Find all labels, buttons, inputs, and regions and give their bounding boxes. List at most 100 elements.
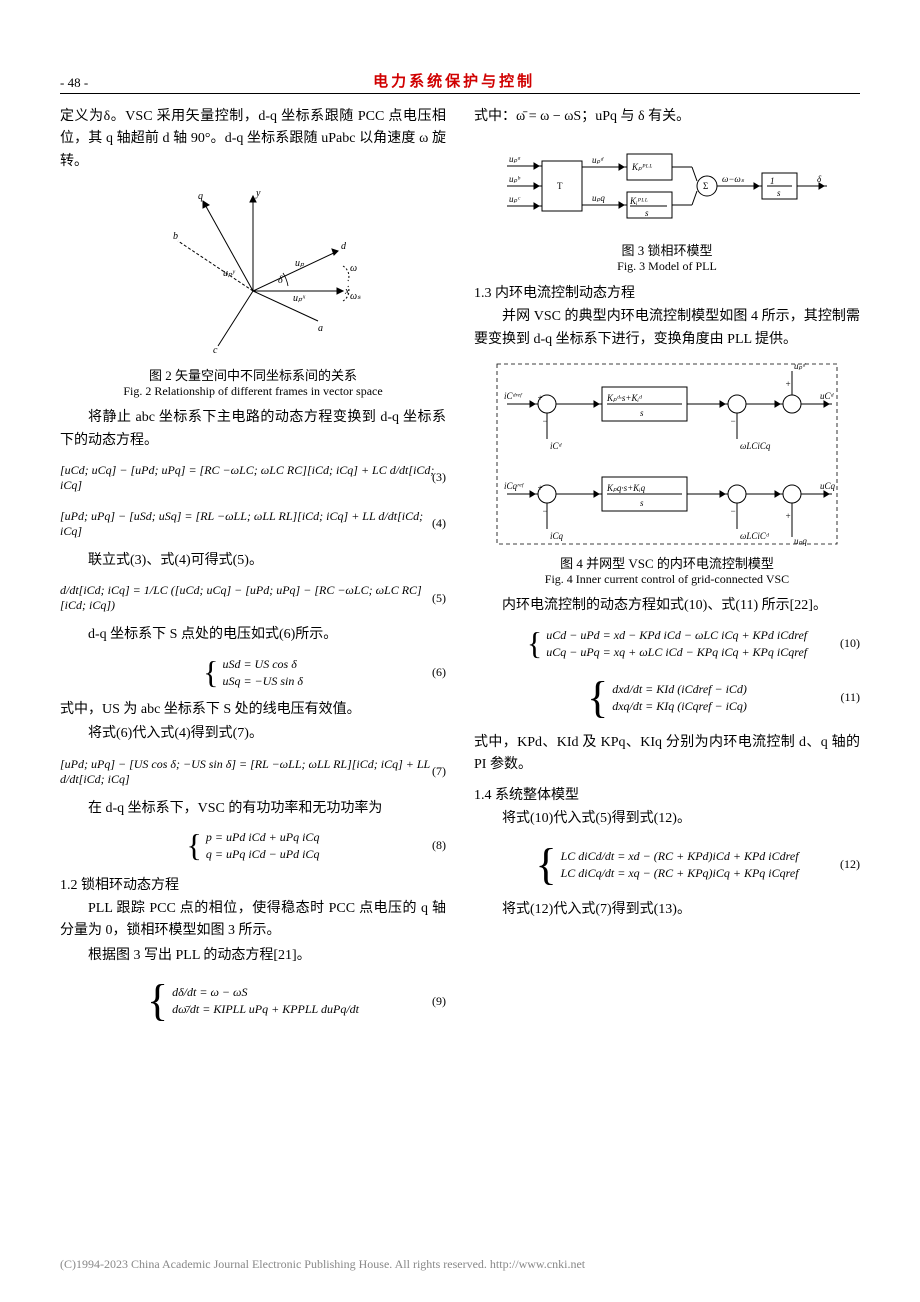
fig3-caption-en: Fig. 3 Model of PLL <box>474 259 860 274</box>
svg-text:T: T <box>557 181 563 191</box>
eq7-num: (7) <box>432 764 446 779</box>
svg-text:Kₚᴾᴸᴸ: Kₚᴾᴸᴸ <box>631 162 653 172</box>
svg-text:+: + <box>785 379 791 389</box>
equation-6: { uSd = US cos δ uSq = −US sin δ (6) <box>60 653 446 693</box>
svg-text:uₚ: uₚ <box>295 258 305 269</box>
eq6-line2: uSq = −US sin δ <box>222 674 302 689</box>
eq10-num: (10) <box>840 636 860 651</box>
two-column-layout: 定义为δ。VSC 采用矢量控制，d-q 坐标系跟随 PCC 点电压相位，其 q … <box>60 106 860 1035</box>
inner-current-control-diagram: iCᵈʳᵉᶠ+− iCᵈ Kₚᵈ·s+Kᵢᵈs −ωLCiCq +uₚᵈ uCᵈ… <box>492 359 842 549</box>
svg-text:uₚᵈ: uₚᵈ <box>794 361 806 371</box>
svg-text:s: s <box>640 408 644 418</box>
fig3-caption-cn: 图 3 锁相环模型 <box>474 240 860 259</box>
svg-text:s: s <box>640 498 644 508</box>
para-pll2: 根据图 3 写出 PLL 的动态方程[21]。 <box>60 945 446 967</box>
svg-text:Kₚᵈ·s+Kᵢᵈ: Kₚᵈ·s+Kᵢᵈ <box>606 393 643 403</box>
svg-text:uₚˣ: uₚˣ <box>293 293 306 304</box>
svg-text:Σ: Σ <box>703 181 708 191</box>
svg-text:−: − <box>542 506 548 516</box>
svg-text:iCq: iCq <box>550 531 564 541</box>
figure-3: uₚᵃ uₚᵇ uₚᶜ T uₚᵈ uₚq Kₚᴾᴸᴸ Kᵢᴾᴸᴸ s Σ ω−ωₛ 1… <box>474 136 860 236</box>
vector-frame-diagram: qy bd ωωₛ xδ ac uₚ uₚʸ uₚˣ <box>143 181 363 361</box>
svg-text:d: d <box>341 241 347 252</box>
svg-text:ω: ω <box>350 263 357 274</box>
eq7-body: [uPd; uPq] − [US cos δ; −US sin δ] = [RL… <box>60 757 446 787</box>
svg-text:Kᵢᴾᴸᴸ: Kᵢᴾᴸᴸ <box>629 196 649 206</box>
para-eq10-intro: 内环电流控制的动态方程如式(10)、式(11) 所示[22]。 <box>474 595 860 617</box>
page-footer: (C)1994-2023 China Academic Journal Elec… <box>60 1257 860 1272</box>
eq4-body: [uPd; uPq] − [uSd; uSq] = [RL −ωLL; ωLL … <box>60 509 446 539</box>
svg-text:iCqʳᵉᶠ: iCqʳᵉᶠ <box>504 481 524 491</box>
eq8-num: (8) <box>432 838 446 853</box>
svg-text:uₚᶜ: uₚᶜ <box>509 194 520 204</box>
equation-10: { uCd − uPd = xd − KPd iCd − ωLC iCq + K… <box>474 624 860 664</box>
page-number: - 48 - <box>60 75 88 91</box>
equation-3: [uCd; uCq] − [uPd; uPq] = [RC −ωLC; ωLC … <box>60 458 446 498</box>
svg-text:uₚᵃ: uₚᵃ <box>509 154 521 164</box>
svg-text:s: s <box>777 188 781 198</box>
fig4-caption-en: Fig. 4 Inner current control of grid-con… <box>474 572 860 587</box>
svg-text:−: − <box>730 416 736 426</box>
equation-5: d/dt[iCd; iCq] = 1/LC ([uCd; uCq] − [uPd… <box>60 578 446 618</box>
equation-9: { dδ/dt = ω − ωS dω̄/dt = KIPLL uPq + KP… <box>60 973 446 1029</box>
svg-text:ωLCiCq: ωLCiCq <box>740 441 771 451</box>
eq12-line2: LC diCq/dt = xq − (RC + KPq)iCq + KPq iC… <box>561 866 799 881</box>
eq6-num: (6) <box>432 665 446 680</box>
eq6-line1: uSd = US cos δ <box>222 657 302 672</box>
eq10-line1: uCd − uPd = xd − KPd iCd − ωLC iCq + KPd… <box>546 628 807 643</box>
svg-text:iCᵈʳᵉᶠ: iCᵈʳᵉᶠ <box>504 391 523 401</box>
eq4-num: (4) <box>432 516 446 531</box>
svg-text:s: s <box>645 208 649 218</box>
para-pll1: PLL 跟踪 PCC 点的相位，使得稳态时 PCC 点电压的 q 轴分量为 0，… <box>60 898 446 943</box>
svg-text:−: − <box>730 506 736 516</box>
svg-text:Kₚq·s+Kᵢq: Kₚq·s+Kᵢq <box>606 483 646 493</box>
svg-text:uₚq: uₚq <box>592 193 605 203</box>
svg-text:c: c <box>213 345 218 356</box>
para-eq7-intro: 将式(6)代入式(4)得到式(7)。 <box>60 723 446 745</box>
para-1-4-intro: 将式(10)代入式(5)得到式(12)。 <box>474 808 860 830</box>
eq3-num: (3) <box>432 470 446 485</box>
para-eq6-intro: d-q 坐标系下 S 点处的电压如式(6)所示。 <box>60 624 446 646</box>
equation-8: { p = uPd iCd + uPq iCq q = uPq iCd − uP… <box>60 826 446 866</box>
svg-text:+: + <box>537 393 543 403</box>
section-1-4: 1.4 系统整体模型 <box>474 784 860 804</box>
eq11-num: (11) <box>840 690 860 705</box>
svg-text:uCᵈ: uCᵈ <box>820 391 835 401</box>
svg-text:1: 1 <box>770 176 775 186</box>
svg-text:−: − <box>542 416 548 426</box>
svg-text:b: b <box>173 231 178 242</box>
svg-text:uCq: uCq <box>820 481 836 491</box>
equation-12: { LC diCd/dt = xd − (RC + KPd)iCd + KPd … <box>474 837 860 893</box>
section-1-2: 1.2 锁相环动态方程 <box>60 874 446 894</box>
svg-text:uₚᵇ: uₚᵇ <box>509 174 520 184</box>
svg-text:δ: δ <box>817 174 822 184</box>
svg-text:uₚʸ: uₚʸ <box>223 268 235 279</box>
eq11-line1: dxd/dt = KId (iCdref − iCd) <box>612 682 747 697</box>
svg-text:ω−ωₛ: ω−ωₛ <box>722 174 745 184</box>
fig2-caption-en: Fig. 2 Relationship of different frames … <box>60 384 446 399</box>
equation-11: { dxd/dt = KId (iCdref − iCd) dxq/dt = K… <box>474 670 860 726</box>
svg-text:+: + <box>537 483 543 493</box>
para-1-3: 并网 VSC 的典型内环电流控制模型如图 4 所示，其控制需要变换到 d-q 坐… <box>474 306 860 351</box>
eq5-num: (5) <box>432 591 446 606</box>
equation-4: [uPd; uPq] − [uSd; uSq] = [RL −ωLL; ωLL … <box>60 504 446 544</box>
svg-text:y: y <box>255 188 261 199</box>
svg-text:ωₛ: ωₛ <box>350 291 361 302</box>
svg-text:δ: δ <box>278 275 283 286</box>
equation-7: [uPd; uPq] − [US cos δ; −US sin δ] = [RL… <box>60 752 446 792</box>
intro-paragraph: 定义为δ。VSC 采用矢量控制，d-q 坐标系跟随 PCC 点电压相位，其 q … <box>60 106 446 173</box>
fig4-caption-cn: 图 4 并网型 VSC 的内环电流控制模型 <box>474 553 860 572</box>
eq10-line2: uCq − uPq = xq + ωLC iCd − KPq iCq + KPq… <box>546 645 807 660</box>
svg-text:ωLCiCᵈ: ωLCiCᵈ <box>740 531 770 541</box>
para-us: 式中，US 为 abc 坐标系下 S 处的线电压有效值。 <box>60 699 446 721</box>
pll-model-diagram: uₚᵃ uₚᵇ uₚᶜ T uₚᵈ uₚq Kₚᴾᴸᴸ Kᵢᴾᴸᴸ s Σ ω−ωₛ 1… <box>497 136 837 236</box>
eq12-line1: LC diCd/dt = xd − (RC + KPd)iCd + KPd iC… <box>561 849 799 864</box>
para-after-fig2: 将静止 abc 坐标系下主电路的动态方程变换到 d-q 坐标系下的动态方程。 <box>60 407 446 452</box>
journal-title: 电力系统保护与控制 <box>373 70 535 91</box>
para-eq5-intro: 联立式(3)、式(4)可得式(5)。 <box>60 550 446 572</box>
page-header: - 48 - 电力系统保护与控制 <box>60 70 860 94</box>
right-column: 式中：ω̄ = ω − ωS；uPq 与 δ 有关。 <box>474 106 860 1035</box>
para-1-4-end: 将式(12)代入式(7)得到式(13)。 <box>474 899 860 921</box>
svg-text:uₚᵈ: uₚᵈ <box>592 155 604 165</box>
svg-text:a: a <box>318 323 323 334</box>
